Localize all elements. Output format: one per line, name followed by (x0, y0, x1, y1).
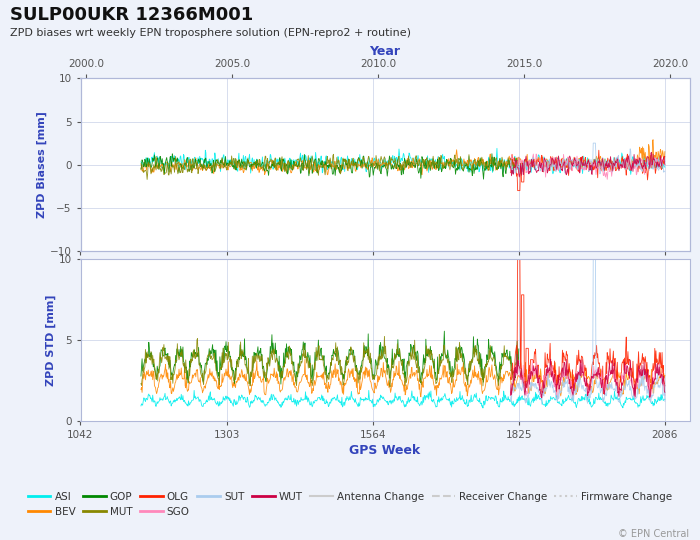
Text: SULP00UKR 12366M001: SULP00UKR 12366M001 (10, 6, 253, 24)
X-axis label: Year: Year (370, 45, 400, 58)
Text: ZPD biases wrt weekly EPN troposphere solution (EPN-repro2 + routine): ZPD biases wrt weekly EPN troposphere so… (10, 28, 412, 38)
Text: © EPN Central: © EPN Central (618, 529, 690, 539)
X-axis label: GPS Week: GPS Week (349, 444, 421, 457)
Y-axis label: ZPD Biases [mm]: ZPD Biases [mm] (36, 111, 47, 218)
Legend: ASI, BEV, GOP, MUT, OLG, SGO, SUT, WUT, Antenna Change, Receiver Change, Firmwar: ASI, BEV, GOP, MUT, OLG, SGO, SUT, WUT, … (23, 488, 677, 521)
Y-axis label: ZPD STD [mm]: ZPD STD [mm] (46, 294, 55, 386)
